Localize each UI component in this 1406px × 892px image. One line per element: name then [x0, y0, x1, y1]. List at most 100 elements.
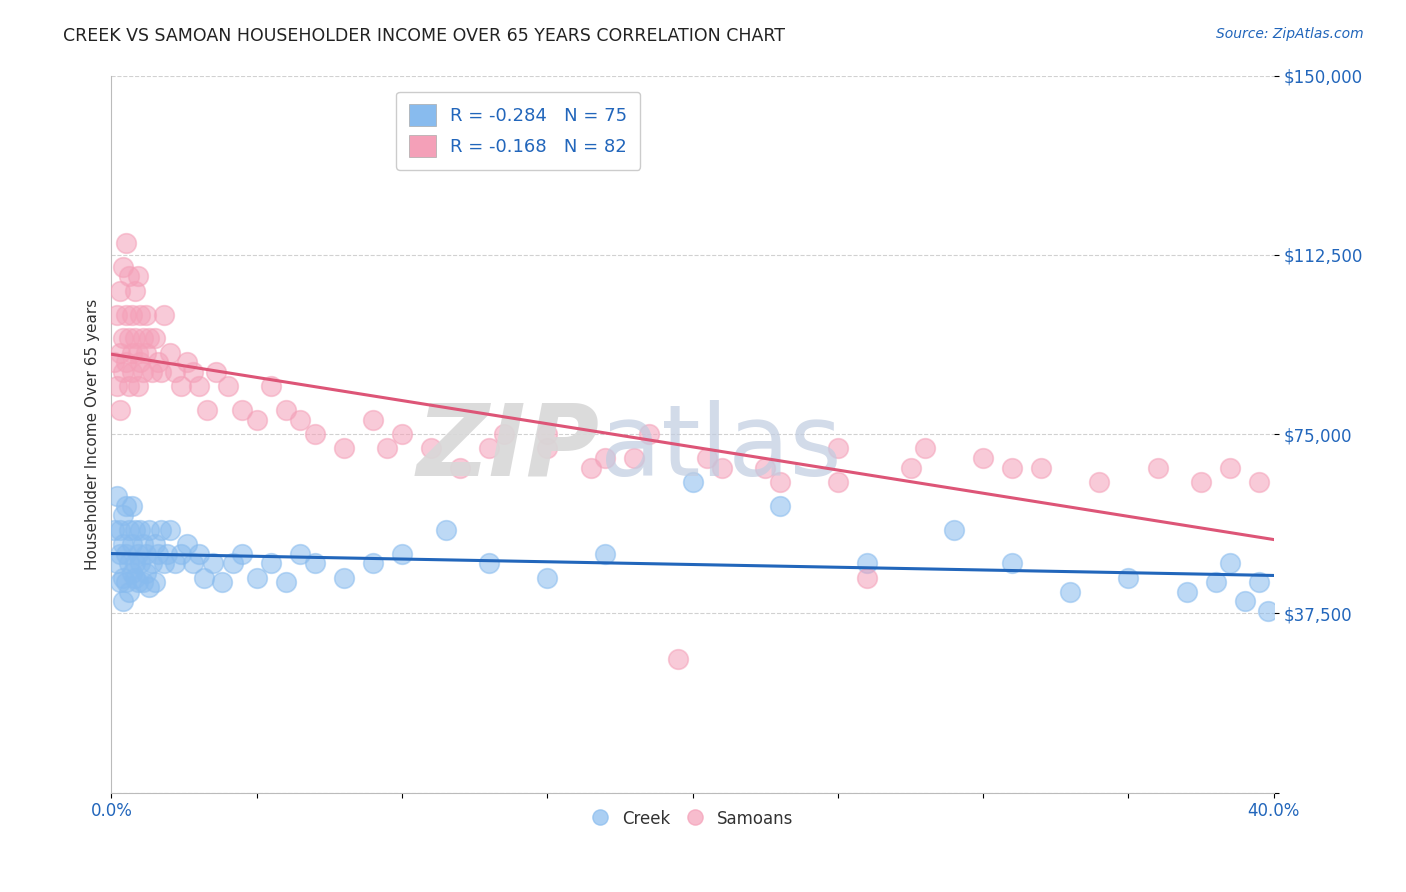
Point [1219, 556, 1241, 570]
Point [112, 331, 135, 345]
Point [290, 413, 312, 427]
Point [132, 537, 155, 551]
Point [769, 475, 792, 489]
Point [108, 547, 131, 561]
Point [638, 427, 661, 442]
Point [246, 570, 269, 584]
Point [595, 450, 617, 465]
Point [769, 499, 792, 513]
Point [1219, 460, 1241, 475]
Point [127, 575, 149, 590]
Point [129, 355, 152, 369]
Point [391, 547, 413, 561]
Point [536, 570, 558, 584]
Point [943, 523, 966, 537]
Point [377, 442, 399, 456]
Point [231, 547, 253, 561]
Point [170, 379, 193, 393]
Point [143, 331, 166, 345]
Point [1189, 475, 1212, 489]
Point [115, 499, 138, 513]
Point [579, 460, 602, 475]
Point [124, 284, 146, 298]
Point [193, 570, 215, 584]
Y-axis label: Householder Income Over 65 years: Householder Income Over 65 years [86, 299, 100, 570]
Point [149, 365, 172, 379]
Point [115, 355, 138, 369]
Point [181, 556, 204, 570]
Point [492, 427, 515, 442]
Point [108, 284, 131, 298]
Point [159, 346, 181, 360]
Point [290, 547, 312, 561]
Point [333, 442, 356, 456]
Point [112, 537, 135, 551]
Point [132, 575, 155, 590]
Point [1031, 460, 1053, 475]
Point [827, 475, 849, 489]
Point [211, 575, 233, 590]
Point [754, 460, 776, 475]
Point [129, 308, 152, 322]
Point [202, 556, 225, 570]
Point [1249, 575, 1271, 590]
Point [1249, 475, 1271, 489]
Point [127, 269, 149, 284]
Point [304, 556, 326, 570]
Point [856, 570, 879, 584]
Point [187, 547, 209, 561]
Point [536, 427, 558, 442]
Point [478, 442, 501, 456]
Point [1233, 594, 1256, 608]
Point [1001, 556, 1024, 570]
Point [1257, 604, 1279, 618]
Point [623, 450, 645, 465]
Point [118, 523, 141, 537]
Point [333, 570, 356, 584]
Point [132, 365, 155, 379]
Point [138, 523, 160, 537]
Point [205, 365, 228, 379]
Point [124, 523, 146, 537]
Point [112, 260, 135, 274]
Point [149, 523, 172, 537]
Point [103, 523, 125, 537]
Point [124, 331, 146, 345]
Point [105, 556, 128, 570]
Point [159, 523, 181, 537]
Point [176, 355, 198, 369]
Point [1088, 475, 1111, 489]
Point [138, 331, 160, 345]
Point [121, 365, 143, 379]
Point [115, 575, 138, 590]
Point [108, 403, 131, 417]
Point [112, 594, 135, 608]
Point [666, 652, 689, 666]
Point [103, 355, 125, 369]
Point [112, 508, 135, 523]
Point [222, 556, 245, 570]
Point [115, 308, 138, 322]
Point [127, 547, 149, 561]
Point [112, 570, 135, 584]
Point [156, 547, 179, 561]
Point [121, 566, 143, 580]
Point [914, 442, 936, 456]
Point [595, 547, 617, 561]
Point [972, 450, 994, 465]
Point [146, 355, 169, 369]
Point [170, 547, 193, 561]
Text: CREEK VS SAMOAN HOUSEHOLDER INCOME OVER 65 YEARS CORRELATION CHART: CREEK VS SAMOAN HOUSEHOLDER INCOME OVER … [63, 27, 786, 45]
Point [165, 556, 187, 570]
Point [105, 308, 128, 322]
Point [187, 379, 209, 393]
Point [361, 413, 384, 427]
Point [827, 442, 849, 456]
Point [260, 379, 283, 393]
Point [141, 556, 163, 570]
Point [146, 547, 169, 561]
Point [696, 450, 718, 465]
Point [260, 556, 283, 570]
Point [141, 365, 163, 379]
Point [105, 379, 128, 393]
